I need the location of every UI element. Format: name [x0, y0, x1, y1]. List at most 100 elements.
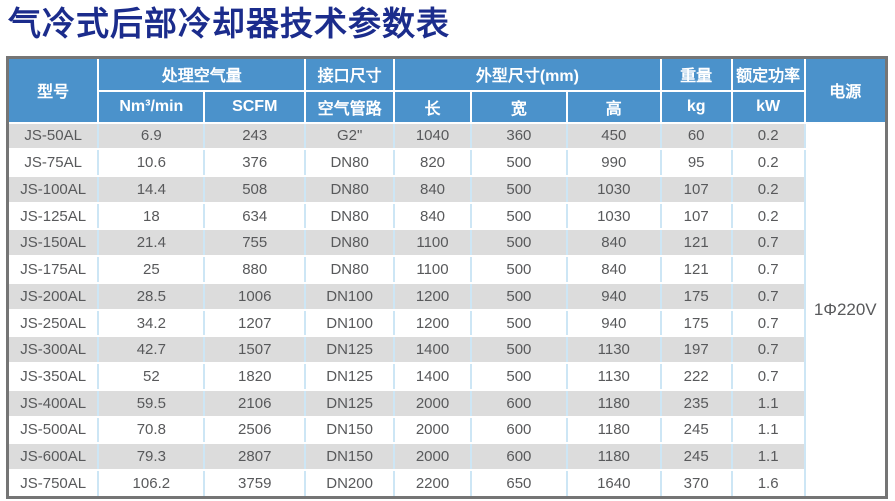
- page-title: 气冷式后部冷却器技术参数表: [8, 5, 450, 42]
- table-cell: 25: [98, 255, 206, 284]
- table-cell: DN125: [305, 335, 396, 365]
- table-cell: JS-200AL: [7, 281, 100, 311]
- table-cell: 0.2: [731, 148, 806, 177]
- table-cell: 59.5: [98, 388, 206, 418]
- table-cell: DN80: [305, 174, 396, 204]
- table-cell: 121: [660, 228, 733, 258]
- table-cell: 990: [566, 148, 662, 177]
- table-row: JS-600AL 79.3 2807 DN150 2000 600 1180 245 1.1: [7, 442, 887, 472]
- table-cell: 1180: [566, 388, 662, 418]
- table-cell: 0.7: [731, 281, 806, 311]
- table-cell: 107: [660, 201, 733, 231]
- header-width: 宽: [469, 89, 568, 124]
- table-cell: 14.4: [98, 174, 206, 204]
- table-cell: 0.7: [731, 308, 806, 338]
- table-cell: 820: [394, 148, 472, 177]
- table-cell: 1507: [204, 335, 307, 365]
- table-cell: 500: [470, 201, 568, 231]
- table-cell: 235: [660, 388, 733, 418]
- header-scfm: SCFM: [203, 89, 307, 124]
- table-cell: JS-100AL: [7, 174, 100, 204]
- table-cell: 2200: [394, 469, 472, 499]
- table-cell: 1030: [566, 201, 662, 231]
- table-row: JS-75AL 10.6 376 DN80 820 500 990 95 0.2: [7, 148, 887, 177]
- table-cell: DN125: [305, 362, 396, 391]
- table-cell: 500: [470, 148, 568, 177]
- header-length: 长: [393, 89, 472, 124]
- table-cell: 2807: [204, 442, 307, 472]
- table-cell: 60: [660, 121, 733, 151]
- header-rated-power: 额定功率: [730, 56, 806, 92]
- table-row: JS-500AL 70.8 2506 DN150 2000 600 1180 245 1.1: [7, 415, 887, 445]
- header-weight: 重量: [659, 56, 733, 92]
- table-cell: DN150: [305, 442, 396, 472]
- table-cell: 1.1: [731, 388, 806, 418]
- header-power-supply: 电源: [803, 56, 888, 124]
- table-cell: 1100: [394, 228, 472, 258]
- table-cell: 508: [204, 174, 307, 204]
- table-cell: 0.7: [731, 362, 806, 391]
- table-row: JS-100AL 14.4 508 DN80 840 500 1030 107 0.2: [7, 174, 887, 204]
- table-cell: 1400: [394, 362, 472, 391]
- table-cell: 0.7: [731, 228, 806, 258]
- header-kg: kg: [659, 89, 733, 124]
- table-cell: DN80: [305, 201, 396, 231]
- table-cell: 755: [204, 228, 307, 258]
- table-cell: 2106: [204, 388, 307, 418]
- table-cell: 2506: [204, 415, 307, 445]
- table-cell: 95: [660, 148, 733, 177]
- table-cell: 500: [470, 308, 568, 338]
- table-cell: 940: [566, 308, 662, 338]
- table-cell: JS-500AL: [7, 415, 100, 445]
- table-cell: 600: [470, 415, 568, 445]
- table-cell: 634: [204, 201, 307, 231]
- table-cell: 880: [204, 255, 307, 284]
- table-cell: 79.3: [98, 442, 206, 472]
- table-cell: 370: [660, 469, 733, 499]
- table-cell: DN150: [305, 415, 396, 445]
- table-cell: 2000: [394, 415, 472, 445]
- table-cell: 2000: [394, 442, 472, 472]
- table-cell: JS-50AL: [7, 121, 100, 151]
- header-row-2: Nm³/min SCFM 空气管路 长 宽 高 kg kW: [8, 89, 887, 124]
- table-cell: 1030: [566, 174, 662, 204]
- table-cell: 840: [394, 174, 472, 204]
- table-row: JS-250AL 34.2 1207 DN100 1200 500 940 175 0.7: [7, 308, 887, 338]
- table-cell: 0.2: [731, 121, 806, 151]
- table-cell: 1180: [566, 442, 662, 472]
- table-cell: 1400: [394, 335, 472, 365]
- header-air-pipe: 空气管路: [304, 89, 396, 124]
- table-cell: DN80: [305, 255, 396, 284]
- table-cell: 840: [394, 201, 472, 231]
- table-cell: 1006: [204, 281, 307, 311]
- table-cell: 107: [660, 174, 733, 204]
- table-cell: 650: [470, 469, 568, 499]
- header-air-volume: 处理空气量: [97, 56, 307, 92]
- table-cell: 1640: [566, 469, 662, 499]
- table-cell: 360: [470, 121, 568, 151]
- table-cell: 245: [660, 415, 733, 445]
- table-cell: G2": [305, 121, 396, 151]
- table-cell: 21.4: [98, 228, 206, 258]
- table-cell: DN200: [305, 469, 396, 499]
- header-height: 高: [565, 89, 662, 124]
- table-cell: 600: [470, 388, 568, 418]
- table-cell: 52: [98, 362, 206, 391]
- table-cell: DN80: [305, 148, 396, 177]
- table-cell: JS-300AL: [7, 335, 100, 365]
- header-row-1: 型号 处理空气量 接口尺寸 外型尺寸(mm) 重量 额定功率 电源: [6, 56, 888, 124]
- table-row: JS-200AL 28.5 1006 DN100 1200 500 940 175 0.7: [7, 281, 887, 311]
- table-cell: 175: [660, 281, 733, 311]
- table-cell: JS-175AL: [7, 255, 100, 284]
- table-row: JS-400AL 59.5 2106 DN125 2000 600 1180 235 1.1: [7, 388, 887, 418]
- table-cell: 500: [470, 281, 568, 311]
- table-cell: 175: [660, 308, 733, 338]
- table-row: JS-300AL 42.7 1507 DN125 1400 500 1130 197 0.7: [7, 335, 887, 365]
- table-cell: 1.1: [731, 442, 806, 472]
- table-cell: 0.7: [731, 255, 806, 284]
- table-cell: DN80: [305, 228, 396, 258]
- table-cell: 1130: [566, 362, 662, 391]
- table-cell: 121: [660, 255, 733, 284]
- power-supply-cell: 1Φ220V: [803, 121, 888, 499]
- table-row: JS-50AL 6.9 243 G2" 1040 360 450 60 0.2 1Φ220V: [7, 121, 888, 499]
